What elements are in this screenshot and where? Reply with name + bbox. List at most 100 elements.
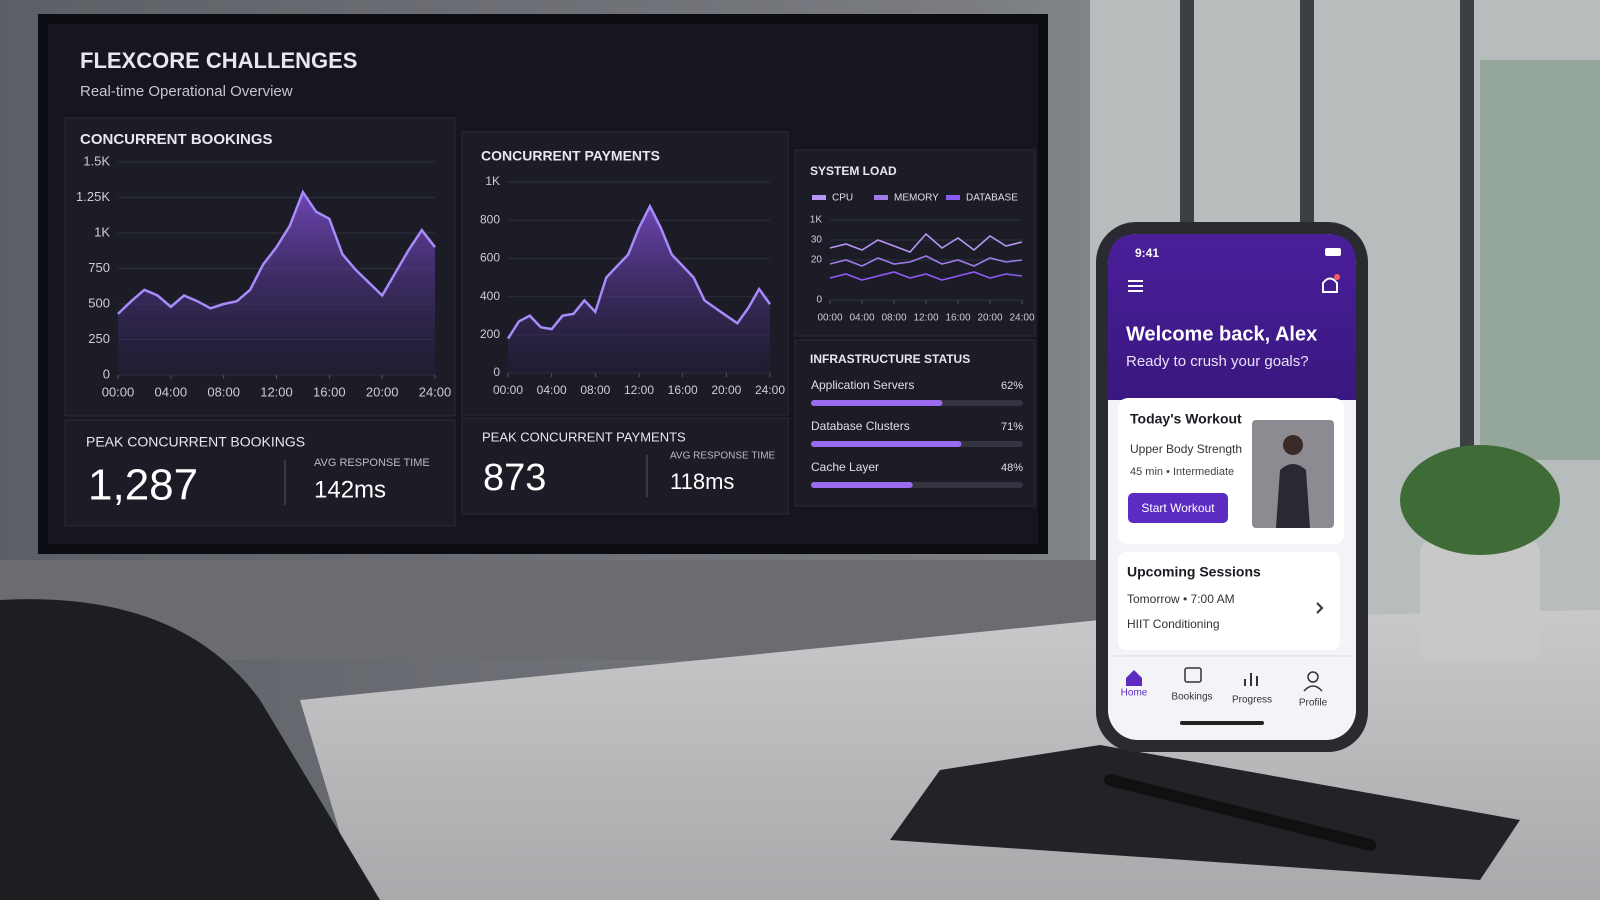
area (508, 206, 770, 373)
y-tick-label: 0 (103, 366, 110, 381)
progress-icon[interactable] (1244, 673, 1258, 686)
x-tick-label: 16:00 (668, 383, 698, 397)
x-tick-label: 08:00 (580, 383, 610, 397)
y-tick-label: 200 (480, 327, 500, 341)
x-tick-label: 12:00 (624, 383, 654, 397)
legend-label: MEMORY (894, 193, 939, 204)
home-icon[interactable] (1126, 670, 1142, 686)
line (829, 255, 1023, 267)
chart-title: SYSTEM LOAD (810, 164, 897, 178)
bookings-icon[interactable] (1184, 667, 1202, 683)
trees (1480, 60, 1600, 460)
x-tick-label: 04:00 (537, 383, 567, 397)
y-tick-label: 1.5K (83, 153, 110, 168)
line (829, 271, 1023, 281)
plant-pot (1420, 540, 1540, 660)
phone-header (1108, 234, 1356, 400)
x-tick-label: 16:00 (945, 313, 970, 324)
legend-swatch (946, 195, 960, 200)
x-tick-label: 24:00 (1009, 313, 1034, 324)
pen (1104, 774, 1376, 851)
infra-title: INFRASTRUCTURE STATUS (810, 352, 970, 366)
chevron[interactable] (1316, 602, 1324, 614)
y-tick-label: 1.25K (76, 189, 110, 204)
dashboard-title: FLEXCORE CHALLENGES (80, 48, 357, 73)
session-when: Tomorrow • 7:00 AM (1127, 592, 1235, 606)
y-tick-label: 0 (493, 365, 500, 379)
x-tick-label: 12:00 (260, 384, 293, 399)
workout-name: Upper Body Strength (1130, 442, 1242, 456)
x-tick-label: 12:00 (913, 313, 938, 324)
x-tick-label: 24:00 (419, 384, 452, 399)
x-tick-label: 20:00 (711, 383, 741, 397)
profile-icon[interactable] (1307, 671, 1319, 683)
infra-percent: 62% (1001, 380, 1023, 392)
infra-bar (811, 482, 913, 488)
infra-bar (811, 441, 962, 447)
infra-name: Cache Layer (811, 460, 879, 474)
tagline: Ready to crush your goals? (1126, 353, 1309, 370)
panel (64, 419, 456, 527)
photo-figure (1276, 464, 1310, 528)
y-tick-label: 30 (811, 235, 823, 246)
nav-label[interactable]: Profile (1299, 698, 1328, 709)
area (118, 192, 435, 375)
nav-label[interactable]: Home (1121, 688, 1148, 699)
legend-label: DATABASE (966, 193, 1018, 204)
card-title: Today's Workout (1130, 411, 1242, 427)
workout-details: 45 min • Intermediate (1130, 466, 1234, 478)
line (506, 203, 772, 340)
legend-label: CPU (832, 193, 853, 204)
nav-label[interactable]: Bookings (1171, 692, 1212, 703)
panel (461, 417, 789, 515)
x-tick-label: 08:00 (207, 384, 240, 399)
legend-swatch (812, 195, 826, 200)
x-tick-label: 00:00 (493, 383, 523, 397)
line (117, 189, 436, 315)
x-tick-label: 24:00 (755, 383, 785, 397)
start-button[interactable] (1128, 493, 1228, 523)
y-tick-label: 1K (810, 215, 823, 226)
chart-title: CONCURRENT PAYMENTS (481, 148, 660, 164)
y-tick-label: 1K (94, 224, 110, 239)
profile-icon[interactable] (1303, 685, 1323, 692)
photo-figure (1283, 435, 1303, 455)
greeting: Welcome back, Alex (1126, 323, 1317, 345)
nav-label[interactable]: Progress (1232, 695, 1272, 706)
menu-icon[interactable] (1128, 280, 1143, 292)
infra-name: Database Clusters (811, 419, 910, 433)
line (829, 232, 1023, 253)
bell-icon[interactable] (1322, 277, 1338, 293)
chart-title: CONCURRENT BOOKINGS (80, 131, 273, 148)
stat-label: PEAK CONCURRENT PAYMENTS (482, 429, 686, 444)
home-indicator (1180, 721, 1264, 725)
x-tick-label: 20:00 (366, 384, 399, 399)
y-tick-label: 20 (811, 255, 823, 266)
notification-dot (1334, 274, 1340, 280)
y-tick-label: 400 (480, 289, 500, 303)
start-button-label[interactable]: Start Workout (1141, 501, 1215, 515)
infra-percent: 71% (1001, 421, 1023, 433)
y-tick-label: 500 (88, 295, 110, 310)
dashboard-subtitle: Real-time Operational Overview (80, 83, 293, 100)
stat-label: PEAK CONCURRENT BOOKINGS (86, 434, 305, 450)
stat-value: 1,287 (88, 461, 198, 510)
x-tick-label: 08:00 (881, 313, 906, 324)
session-name: HIIT Conditioning (1127, 617, 1220, 631)
infra-name: Application Servers (811, 378, 914, 392)
x-tick-label: 20:00 (977, 313, 1002, 324)
panel (794, 149, 1036, 337)
y-tick-label: 0 (816, 295, 822, 306)
card-title: Upcoming Sessions (1127, 564, 1261, 580)
infra-bar (811, 400, 943, 406)
sessions-card (1118, 552, 1340, 650)
avg-label: AVG RESPONSE TIME (670, 451, 776, 462)
x-tick-label: 00:00 (102, 384, 135, 399)
y-tick-label: 750 (88, 260, 110, 275)
avg-value: 118ms (670, 469, 734, 494)
panel (794, 339, 1036, 507)
infra-percent: 48% (1001, 462, 1023, 474)
y-tick-label: 600 (480, 251, 500, 265)
y-tick-label: 250 (88, 331, 110, 346)
